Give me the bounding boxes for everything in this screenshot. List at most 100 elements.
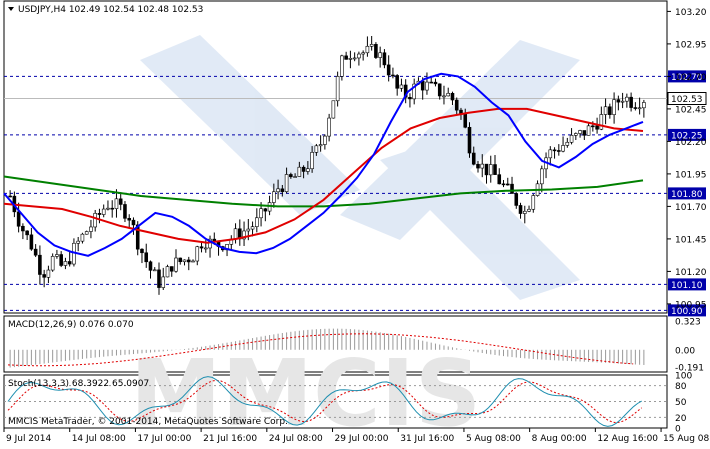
- candle-body: [531, 195, 536, 210]
- time-axis: 9 Jul 2014 14 Jul 08:00 17 Jul 00:00 21 Jul…: [3, 428, 710, 444]
- stoch-tick-label: 50: [675, 398, 687, 408]
- macd-tick-label: 0.00: [675, 346, 695, 356]
- candle-body: [178, 257, 183, 263]
- candle-body: [259, 208, 263, 219]
- candle-body: [38, 254, 42, 275]
- watermark-text: MMCIS: [130, 340, 481, 447]
- candle-body: [399, 84, 404, 89]
- candle-body: [629, 96, 633, 108]
- candle-body: [582, 130, 587, 136]
- candle-body: [310, 152, 314, 170]
- candle-body: [463, 113, 468, 128]
- candle-body: [327, 117, 331, 137]
- candle-body: [557, 150, 561, 152]
- candle-body: [59, 254, 63, 266]
- candle-body: [471, 152, 476, 165]
- stoch-tick-label: 20: [675, 414, 687, 424]
- candle-body: [578, 130, 582, 134]
- candle-body: [369, 44, 374, 47]
- candle-body: [182, 259, 187, 263]
- price-tick-label: 102.45: [675, 105, 707, 115]
- candle-body: [29, 234, 34, 250]
- time-tick-label: 15 Aug 08:00: [663, 434, 710, 444]
- candle-body: [344, 55, 348, 60]
- level-label: 100.90: [671, 307, 703, 317]
- candle-body: [633, 107, 638, 109]
- candle-body: [514, 193, 519, 206]
- candle-body: [203, 247, 208, 250]
- candle-body: [255, 217, 259, 227]
- stoch-label: Stoch(13,3,3) 68.3922 65.0907: [8, 379, 149, 389]
- candle-body: [382, 52, 387, 66]
- candle-body: [297, 166, 302, 177]
- candle-body: [608, 106, 612, 115]
- candle-body: [561, 145, 565, 152]
- svg-text:MMCIS: MMCIS: [130, 340, 481, 445]
- candle-body: [157, 269, 161, 288]
- candle-body: [476, 163, 480, 169]
- level-label-box: [668, 70, 706, 83]
- candle-body: [527, 208, 531, 212]
- candle-body: [501, 183, 506, 186]
- moving-averages: [3, 72, 644, 257]
- time-tick-label: 29 Jul 00:00: [335, 434, 389, 444]
- candle-body: [540, 168, 544, 185]
- candle-body: [284, 174, 289, 192]
- candle-body: [365, 45, 370, 54]
- level-label-box: [668, 187, 706, 200]
- candle-body: [101, 208, 106, 215]
- candle-body: [195, 246, 200, 262]
- candle-body: [76, 240, 80, 244]
- candle-body: [118, 198, 123, 205]
- candle-body: [565, 141, 570, 146]
- candle-body: [8, 195, 12, 198]
- candle-body: [165, 266, 170, 278]
- level-label: 101.10: [671, 281, 703, 291]
- candle-body: [63, 261, 68, 266]
- price-tick-label: 101.45: [675, 235, 707, 245]
- candle-body: [263, 208, 268, 212]
- time-tick-label: 14 Jul 08:00: [72, 434, 126, 444]
- candle-body: [148, 261, 153, 271]
- candle-body: [637, 107, 642, 110]
- candle-body: [50, 256, 55, 271]
- candle-body: [80, 233, 85, 242]
- candle-body: [233, 228, 238, 240]
- candlesticks: [8, 35, 646, 295]
- candle-body: [186, 259, 191, 263]
- candle-body: [335, 76, 340, 102]
- candle-body: [412, 83, 416, 100]
- candle-body: [135, 224, 140, 250]
- candle-body: [67, 261, 72, 265]
- candle-body: [97, 213, 102, 215]
- candle-body: [620, 100, 625, 103]
- candle-body: [123, 204, 127, 219]
- candle-body: [272, 191, 276, 203]
- candle-body: [446, 92, 451, 97]
- macd-tick-label: -0.191: [675, 363, 704, 373]
- candle-body: [450, 92, 455, 101]
- macd-panel[interactable]: [3, 315, 668, 373]
- main-price-panel[interactable]: [3, 0, 668, 314]
- candle-body: [569, 134, 574, 143]
- candle-body: [46, 269, 51, 278]
- ma-blue-line: [3, 72, 644, 257]
- candle-body: [437, 83, 442, 97]
- candle-body: [518, 205, 523, 214]
- candle-body: [169, 266, 174, 272]
- candle-body: [318, 144, 323, 147]
- candle-body: [599, 114, 604, 130]
- price-axis: 102.70 102.25 101.80 101.10 100.90 102.53 103.…: [667, 8, 707, 317]
- candle-body: [595, 125, 599, 130]
- candle-body: [374, 44, 378, 58]
- candle-body: [174, 257, 178, 272]
- candle-body: [552, 149, 557, 152]
- candle-body: [331, 100, 336, 119]
- candle-body: [425, 81, 429, 91]
- level-label-box: [668, 278, 706, 291]
- candle-body: [408, 97, 412, 100]
- price-tick-label: 102.20: [675, 138, 707, 148]
- candle-body: [127, 218, 132, 221]
